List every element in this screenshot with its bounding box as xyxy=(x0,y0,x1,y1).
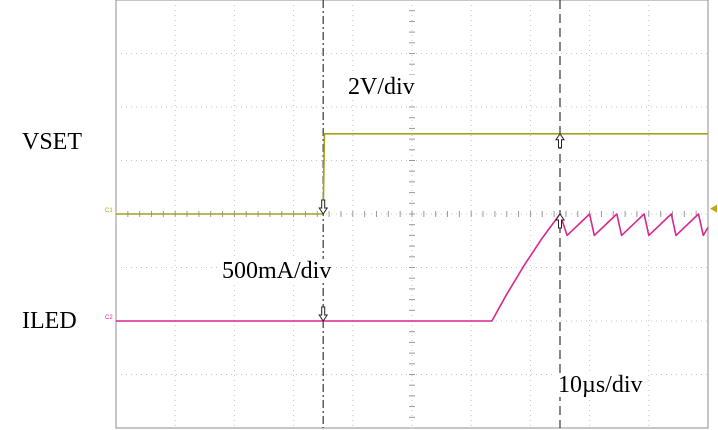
iled-channel-label: ILED xyxy=(22,308,77,334)
current-scale-label: 500mA/div xyxy=(218,259,336,283)
channel-ground-marker: C1 xyxy=(105,208,113,214)
timebase-scale-label: 10µs/div xyxy=(554,373,647,397)
iled-trace xyxy=(116,213,709,322)
cursor-arrow-icon xyxy=(555,132,565,149)
channel-ground-marker: C2 xyxy=(105,315,113,321)
cursor-arrow-icon xyxy=(318,306,329,322)
cursor-arrow-icon xyxy=(318,199,329,215)
cursor-arrow-icon xyxy=(555,213,565,229)
voltage-scale-label: 2V/div xyxy=(344,75,419,99)
vset-channel-label: VSET xyxy=(22,129,82,155)
trigger-level-marker xyxy=(710,204,717,213)
vset-trace xyxy=(116,133,708,215)
